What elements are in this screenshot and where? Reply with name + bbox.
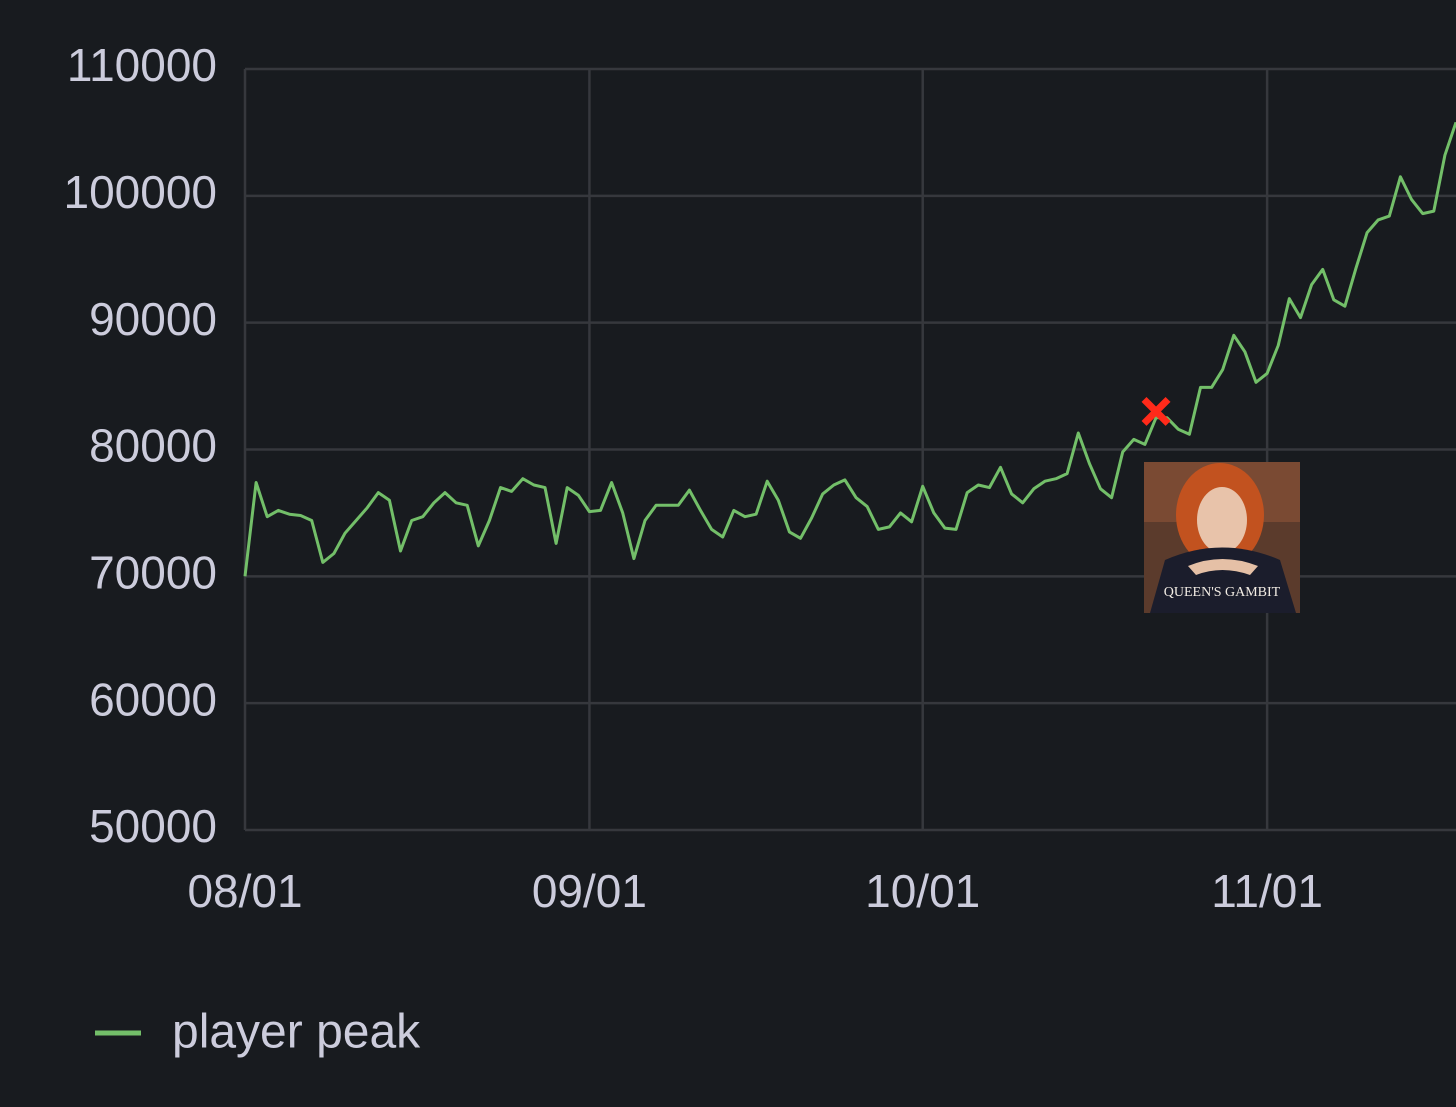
y-tick-label: 60000 [89, 673, 217, 725]
x-tick-label: 11/01 [1211, 865, 1323, 917]
x-tick-label: 10/01 [865, 865, 980, 917]
y-tick-label: 90000 [89, 293, 217, 345]
series-line [243, 121, 1456, 577]
grid [243, 67, 1456, 832]
x-tick-label: 09/01 [532, 865, 647, 917]
marker-stroke [1141, 396, 1171, 426]
poster-hands [1188, 559, 1258, 575]
plot [243, 121, 1456, 577]
x-tick-label: 08/01 [187, 865, 302, 917]
poster-face [1197, 487, 1247, 553]
y-tick-label: 50000 [89, 800, 217, 852]
y-tick-label: 110000 [67, 39, 217, 91]
annotation-marker [1141, 396, 1171, 426]
y-tick-label: 80000 [89, 420, 217, 472]
y-tick-label: 70000 [89, 546, 217, 598]
legend-label: player peak [172, 1006, 421, 1059]
poster-caption: QUEEN'S GAMBIT [1164, 585, 1281, 600]
legend: player peak [95, 1006, 421, 1059]
poster-body [1150, 547, 1296, 613]
y-tick-label: 100000 [64, 166, 218, 218]
poster-image: QUEEN'S GAMBIT [1144, 462, 1300, 613]
